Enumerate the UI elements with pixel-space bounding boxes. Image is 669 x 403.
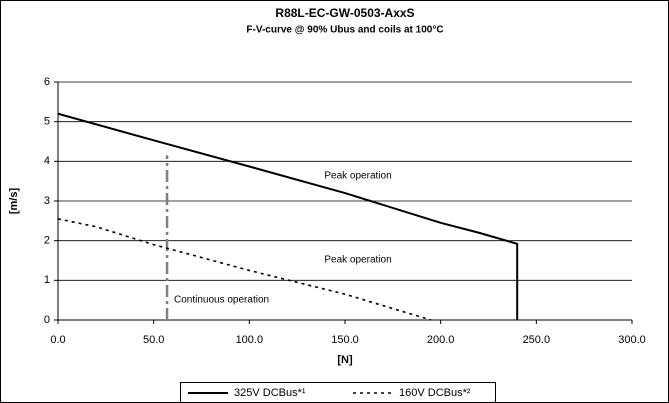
x-tick-label: 300.0: [618, 334, 646, 346]
annotation: Peak operation: [324, 255, 391, 266]
legend-label: 325V DCBus*¹: [234, 387, 306, 399]
y-tick-label: 0: [44, 314, 50, 326]
y-tick-label: 1: [44, 274, 50, 286]
y-tick-label: 4: [44, 155, 50, 167]
x-tick-label: 100.0: [236, 334, 264, 346]
y-tick-label: 5: [44, 116, 50, 128]
series-line: [57, 112, 519, 320]
chart-subtitle: F-V-curve @ 90% Ubus and coils at 100°C: [246, 25, 443, 36]
x-tick-label: 250.0: [523, 334, 551, 346]
y-axis-label: [m/s]: [8, 188, 20, 215]
legend-label: 160V DCBus*²: [399, 387, 471, 399]
y-tick-label: 2: [44, 235, 50, 247]
x-axis-label: [N]: [337, 354, 353, 366]
y-tick-label: 3: [44, 195, 50, 207]
x-tick-label: 200.0: [427, 334, 455, 346]
chart-title: R88L-EC-GW-0503-AxxS: [275, 6, 414, 20]
series-line: [57, 218, 432, 321]
x-tick-label: 50.0: [143, 334, 164, 346]
y-tick-label: 6: [44, 76, 50, 88]
x-tick-label: 150.0: [331, 334, 359, 346]
annotation: Peak operation: [324, 171, 391, 182]
annotation: Continuous operation: [174, 295, 269, 306]
x-tick-label: 0.0: [50, 334, 65, 346]
